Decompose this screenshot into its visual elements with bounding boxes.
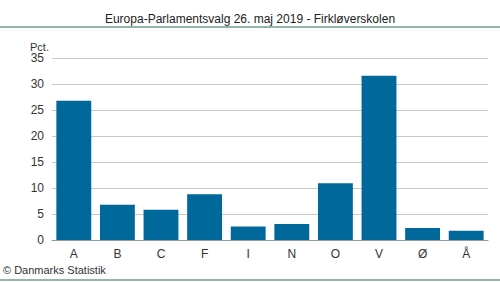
- svg-text:© Danmarks Statistik: © Danmarks Statistik: [3, 264, 106, 276]
- svg-text:5: 5: [37, 207, 44, 221]
- svg-text:C: C: [157, 247, 166, 261]
- svg-text:Å: Å: [462, 246, 470, 261]
- svg-text:I: I: [247, 247, 250, 261]
- svg-text:Europa-Parlamentsvalg 26. maj: Europa-Parlamentsvalg 26. maj 2019 - Fir…: [105, 12, 395, 26]
- svg-text:15: 15: [31, 155, 45, 169]
- svg-text:0: 0: [37, 233, 44, 247]
- svg-text:35: 35: [31, 51, 45, 65]
- svg-text:10: 10: [31, 181, 45, 195]
- svg-text:N: N: [287, 247, 296, 261]
- svg-text:B: B: [113, 247, 121, 261]
- svg-text:20: 20: [31, 129, 45, 143]
- svg-text:Pct.: Pct.: [30, 40, 49, 53]
- svg-text:O: O: [331, 247, 340, 261]
- svg-text:A: A: [70, 247, 78, 261]
- svg-text:V: V: [375, 247, 383, 261]
- svg-text:30: 30: [31, 77, 45, 91]
- svg-text:Ø: Ø: [418, 247, 427, 261]
- svg-text:25: 25: [31, 103, 45, 117]
- svg-text:F: F: [201, 247, 208, 261]
